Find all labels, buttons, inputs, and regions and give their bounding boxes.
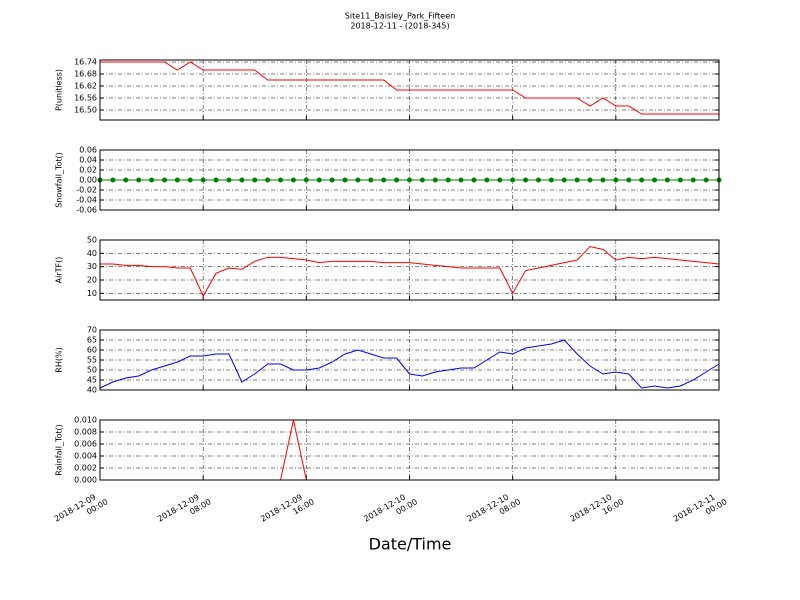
data-marker bbox=[303, 177, 309, 183]
y-tick-label: 16.56 bbox=[74, 94, 97, 103]
data-marker bbox=[626, 177, 632, 183]
data-marker bbox=[574, 177, 580, 183]
data-marker bbox=[587, 177, 593, 183]
y-axis-label: P(unitless) bbox=[55, 69, 64, 111]
y-tick-label: -0.04 bbox=[76, 196, 97, 205]
y-tick-label: 0.010 bbox=[74, 416, 97, 425]
y-tick-label: 16.50 bbox=[74, 106, 97, 115]
data-marker bbox=[523, 177, 529, 183]
y-tick-label: 0.02 bbox=[79, 166, 97, 175]
data-marker bbox=[677, 177, 683, 183]
data-marker bbox=[368, 177, 374, 183]
data-marker bbox=[174, 177, 180, 183]
data-marker bbox=[329, 177, 335, 183]
data-line bbox=[100, 246, 720, 298]
y-axis-label: Snowfall_Tot() bbox=[55, 152, 64, 208]
data-marker bbox=[149, 177, 155, 183]
y-tick-label: 16.62 bbox=[74, 82, 97, 91]
data-marker bbox=[548, 177, 554, 183]
data-marker bbox=[265, 177, 271, 183]
y-tick-label: 45 bbox=[87, 376, 97, 385]
data-marker bbox=[535, 177, 541, 183]
data-marker bbox=[278, 177, 284, 183]
data-marker bbox=[123, 177, 129, 183]
y-tick-label: 0.04 bbox=[79, 156, 97, 165]
data-marker bbox=[639, 177, 645, 183]
data-marker bbox=[187, 177, 193, 183]
y-tick-label: 0.00 bbox=[79, 176, 97, 185]
plot-frame bbox=[99, 59, 720, 121]
y-tick-label: 70 bbox=[87, 326, 97, 335]
data-marker bbox=[381, 177, 387, 183]
data-marker bbox=[432, 177, 438, 183]
data-marker bbox=[110, 177, 116, 183]
y-tick-label: 50 bbox=[87, 236, 97, 245]
data-marker bbox=[484, 177, 490, 183]
data-marker bbox=[497, 177, 503, 183]
data-marker bbox=[213, 177, 219, 183]
y-tick-label: 40 bbox=[87, 386, 97, 395]
data-marker bbox=[458, 177, 464, 183]
data-marker bbox=[161, 177, 167, 183]
title: Site11_Baisley_Park_Fifteen bbox=[345, 12, 455, 21]
data-marker bbox=[652, 177, 658, 183]
data-line bbox=[99, 339, 720, 389]
data-line bbox=[100, 61, 719, 115]
y-tick-label: 40 bbox=[87, 249, 97, 258]
y-axis-label: AirTF() bbox=[55, 257, 64, 284]
plot-frame bbox=[99, 239, 720, 301]
data-marker bbox=[252, 177, 258, 183]
y-tick-label: 0.004 bbox=[74, 452, 97, 461]
y-tick-label: 30 bbox=[87, 262, 97, 271]
y-axis-label: Rainfall_Tot() bbox=[55, 424, 64, 476]
y-tick-label: 50 bbox=[87, 366, 97, 375]
y-tick-label: 0.008 bbox=[74, 428, 97, 437]
y-tick-label: 55 bbox=[87, 356, 97, 365]
data-marker bbox=[342, 177, 348, 183]
data-marker bbox=[690, 177, 696, 183]
data-marker bbox=[394, 177, 400, 183]
y-tick-label: 0.006 bbox=[74, 440, 97, 449]
data-marker bbox=[407, 177, 412, 183]
data-marker bbox=[510, 177, 516, 183]
data-marker bbox=[136, 177, 142, 183]
y-tick-label: 0.06 bbox=[79, 146, 97, 155]
y-tick-label: 16.68 bbox=[74, 70, 97, 79]
data-marker bbox=[355, 177, 361, 183]
y-tick-label: 60 bbox=[87, 346, 97, 355]
y-axis-label: RH(%) bbox=[55, 347, 64, 372]
data-marker bbox=[200, 177, 206, 183]
data-marker bbox=[664, 177, 670, 183]
data-marker bbox=[703, 177, 709, 183]
x-axis-label: Date/Time bbox=[369, 535, 452, 554]
data-marker bbox=[471, 177, 477, 183]
y-tick-label: 10 bbox=[87, 289, 97, 298]
subtitle: 2018-12-11 - (2018-345) bbox=[350, 22, 449, 31]
plot-frame bbox=[99, 329, 720, 391]
data-marker bbox=[600, 177, 606, 183]
y-tick-label: 0.000 bbox=[74, 476, 97, 485]
plot-frame bbox=[99, 149, 720, 211]
data-marker bbox=[316, 177, 322, 183]
data-marker bbox=[290, 177, 296, 183]
data-marker bbox=[226, 177, 232, 183]
plot-frame bbox=[99, 419, 720, 481]
data-marker bbox=[239, 177, 245, 183]
data-marker bbox=[613, 177, 619, 183]
y-tick-label: 16.74 bbox=[74, 58, 97, 67]
y-tick-label: -0.02 bbox=[76, 186, 97, 195]
y-tick-label: -0.06 bbox=[76, 206, 97, 215]
data-marker bbox=[561, 177, 567, 183]
y-tick-label: 20 bbox=[87, 276, 97, 285]
data-marker bbox=[445, 177, 451, 183]
data-marker bbox=[419, 177, 425, 183]
y-tick-label: 0.002 bbox=[74, 464, 97, 473]
y-tick-label: 65 bbox=[87, 336, 97, 345]
